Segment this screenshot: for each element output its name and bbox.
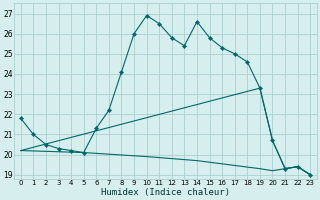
X-axis label: Humidex (Indice chaleur): Humidex (Indice chaleur)	[101, 188, 230, 197]
